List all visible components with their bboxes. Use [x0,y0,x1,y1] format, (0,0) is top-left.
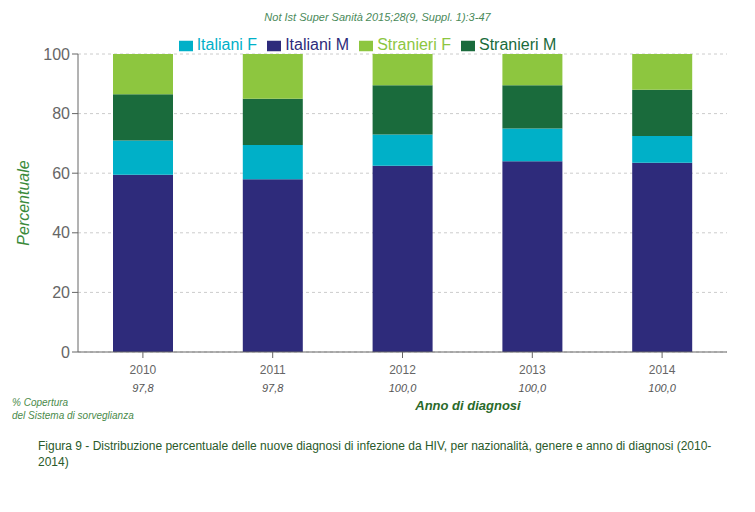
svg-text:97,8: 97,8 [132,382,154,394]
svg-text:2012: 2012 [389,363,416,377]
html-text:Italiani M: Italiani M [285,36,350,53]
html-text:Stranieri F: Stranieri F [377,36,451,53]
svg-text:40: 40 [52,224,70,241]
html-text:Figura 9 - Distribuzione perce: Figura 9 - Distribuzione percentuale del… [38,439,712,469]
svg-text:60: 60 [52,165,70,182]
svg-text:80: 80 [52,105,70,122]
svg-text:100,0: 100,0 [648,382,676,394]
svg-text:20: 20 [52,284,70,301]
html-text:del Sistema di sorveglianza: del Sistema di sorveglianza [12,410,134,421]
svg-text:2013: 2013 [519,363,546,377]
svg-text:Percentuale: Percentuale [15,160,32,245]
svg-text:2014: 2014 [649,363,676,377]
html-text:Not Ist Super Sanità 2015;28(9: Not Ist Super Sanità 2015;28(9, Suppl. 1… [264,11,491,23]
svg-text:2010: 2010 [130,363,157,377]
html-text:Italiani F: Italiani F [196,36,258,53]
svg-text:100: 100 [43,46,70,63]
html-text:Anno di diagnosi: Anno di diagnosi [415,398,521,413]
html-text:Stranieri M: Stranieri M [479,36,557,53]
svg-text:100,0: 100,0 [519,382,547,394]
svg-text:100,0: 100,0 [389,382,417,394]
svg-text:97,8: 97,8 [262,382,284,394]
html-text:% Copertura: % Copertura [12,397,69,408]
svg-text:2011: 2011 [260,363,286,377]
svg-text:0: 0 [61,344,70,361]
